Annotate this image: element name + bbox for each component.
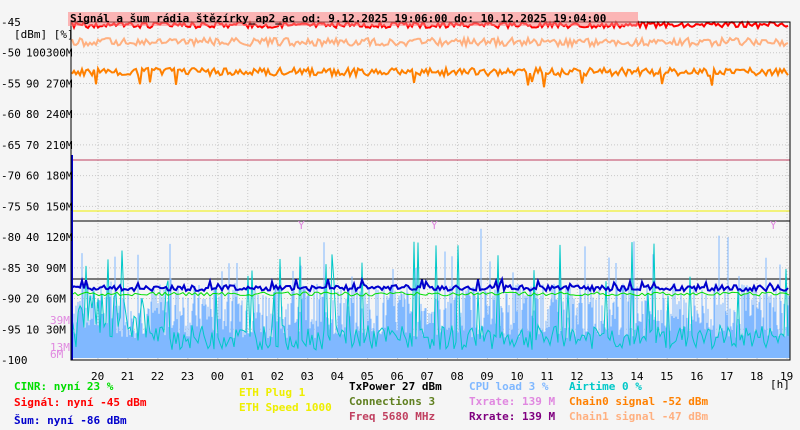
legend-connections: Connections 3 [349, 395, 436, 408]
x-tick: 18 [750, 370, 763, 383]
x-tick: 03 [301, 370, 314, 383]
legend-cinr: CINR: nyní 23 % [14, 380, 114, 393]
x-tick: 00 [211, 370, 224, 383]
y-tick-rate: 210M [46, 139, 73, 152]
axis-layer: -45-50-55-60-65-70-75-80-85-90-95-100100… [1, 16, 793, 391]
txrate-marker: Y [298, 219, 305, 232]
y-tick-dbm: -70 [1, 170, 21, 183]
legend-eth-plug: ETH Plug 1 [239, 386, 306, 399]
y-tick-pct: 40 [26, 231, 39, 244]
x-tick: 01 [241, 370, 254, 383]
x-tick: 22 [151, 370, 164, 383]
txrate-marker: Y [431, 219, 438, 232]
x-tick: 19 [780, 370, 793, 383]
x-tick: 09 [480, 370, 493, 383]
y-tick-pct: 30 [26, 262, 39, 275]
y-tick-rate: 300M [46, 47, 73, 60]
y-tick-dbm: -75 [1, 200, 21, 213]
legend-rxrate: Rxrate: 139 M [469, 410, 556, 423]
y-tick-dbm: -85 [1, 262, 21, 275]
y-tick-rate: 60M [46, 293, 66, 306]
y-tick-rate: 150M [46, 200, 73, 213]
x-tick: 12 [570, 370, 583, 383]
chain0-series [71, 64, 789, 88]
txrate-marker: Y [770, 219, 777, 232]
y-tick-pct: 10 [26, 323, 39, 336]
airtime-series [71, 241, 789, 351]
legend-eth-speed: ETH Speed 1000 [239, 401, 332, 414]
x-tick: 20 [91, 370, 104, 383]
x-tick: 02 [271, 370, 284, 383]
chain1-series [71, 34, 789, 50]
legend-txpower: TxPower 27 dBm [349, 380, 442, 393]
x-tick: 06 [391, 370, 404, 383]
legend-chain0: Chain0 signal -52 dBm [569, 395, 709, 408]
x-tick: 15 [660, 370, 673, 383]
y-tick-rate: 240M [46, 108, 73, 121]
legend-chain1: Chain1 signal -47 dBm [569, 410, 709, 423]
x-tick: 21 [121, 370, 134, 383]
y-tick-rate: 120M [46, 231, 73, 244]
y-tick-extra: 13M [50, 341, 70, 354]
legend-noise: Šum: nyní -86 dBm [14, 414, 127, 427]
x-unit: [h] [770, 378, 790, 391]
x-tick: 10 [510, 370, 523, 383]
y-tick-pct: 70 [26, 139, 39, 152]
x-tick: 17 [720, 370, 733, 383]
cinr-series [71, 291, 790, 297]
y-tick-dbm: -55 [1, 77, 21, 90]
y-tick-pct: 100 [26, 47, 46, 60]
y-tick-pct: 90 [26, 77, 39, 90]
x-tick: 16 [690, 370, 703, 383]
y-tick-pct: 60 [26, 170, 39, 183]
x-tick: 04 [331, 370, 345, 383]
x-tick: 05 [361, 370, 374, 383]
y-tick-pct: 50 [26, 200, 39, 213]
y-tick-dbm: -60 [1, 108, 21, 121]
x-tick: 14 [630, 370, 644, 383]
y-tick-dbm: -90 [1, 293, 21, 306]
y-tick-dbm: -45 [1, 16, 21, 29]
y-tick-pct: 20 [26, 293, 39, 306]
legend-cpu: CPU load 3 % [469, 380, 549, 393]
y-tick-rate: 30M [46, 323, 66, 336]
y-tick-dbm: -95 [1, 323, 21, 336]
y-tick-rate: 270M [46, 77, 73, 90]
x-tick: 13 [600, 370, 613, 383]
y-tick-dbm: -50 [1, 47, 21, 60]
noise-series [71, 275, 789, 294]
x-tick: 23 [181, 370, 194, 383]
legend-freq: Freq 5680 MHz [349, 410, 436, 423]
legend-airtime: Airtime 0 % [569, 380, 642, 393]
legend-txrate: Txrate: 139 M [469, 395, 556, 408]
y-tick-extra: 39M [50, 314, 70, 327]
title-background [68, 12, 638, 26]
y-tick-dbm: -65 [1, 139, 21, 152]
y-tick-rate: 90M [46, 262, 66, 275]
y-tick-pct: 80 [26, 108, 39, 121]
chart-title: Signál a šum rádia štězírky_ap2_ac od: 9… [70, 12, 606, 25]
x-tick: 11 [540, 370, 553, 383]
y-units-label: [dBm] [%] [14, 28, 74, 41]
grid-layer [71, 21, 790, 361]
legend-signal: Signál: nyní -45 dBm [14, 396, 147, 409]
y-tick-extra: 6M [50, 348, 64, 361]
y-tick-dbm: -80 [1, 231, 21, 244]
y-tick-dbm: -100 [1, 354, 28, 367]
x-tick: 07 [421, 370, 434, 383]
x-tick: 08 [450, 370, 463, 383]
y-tick-rate: 180M [46, 170, 73, 183]
